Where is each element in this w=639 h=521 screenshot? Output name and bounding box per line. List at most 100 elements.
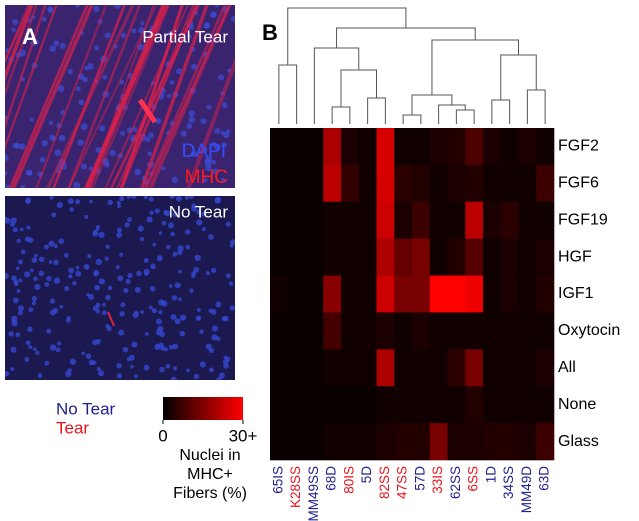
nucleus (58, 134, 66, 142)
nucleus (53, 277, 61, 284)
nucleus (211, 267, 217, 273)
nucleus (55, 347, 61, 353)
nucleus (154, 117, 162, 124)
nucleus (107, 199, 113, 206)
nucleus (211, 159, 217, 165)
heatmap-cell (323, 312, 342, 350)
nucleus (98, 278, 106, 285)
nucleus (166, 244, 171, 250)
nucleus (131, 341, 138, 348)
nucleus (196, 307, 201, 312)
nucleus (48, 120, 54, 126)
nucleus (132, 126, 138, 132)
fiber (107, 311, 115, 327)
nucleus (205, 271, 211, 276)
nucleus (25, 169, 33, 176)
nucleus (49, 298, 55, 304)
nucleus (163, 347, 168, 352)
nucleus (58, 238, 65, 244)
nucleus (29, 117, 34, 122)
nucleus (46, 328, 52, 334)
heatmap-cell (341, 349, 360, 387)
nucleus (175, 196, 182, 202)
heatmap-cell (323, 238, 342, 276)
nucleus (199, 329, 204, 335)
nucleus (30, 268, 34, 273)
nucleus (109, 149, 116, 156)
nucleus (147, 151, 153, 157)
nucleus (33, 253, 38, 258)
heatmap-cell (394, 386, 413, 424)
fiber (67, 5, 158, 188)
nucleus (77, 139, 84, 146)
nucleus (214, 128, 221, 134)
nucleus (47, 6, 53, 13)
column-label: 1D (483, 466, 498, 484)
nucleus (191, 63, 198, 70)
nucleus (229, 305, 235, 311)
heatmap-cell (429, 275, 448, 313)
nucleus (206, 104, 212, 110)
nucleus (117, 204, 121, 209)
nucleus (89, 199, 93, 204)
nucleus (104, 161, 110, 168)
nucleus (8, 331, 14, 337)
nucleus (101, 310, 107, 316)
nucleus (201, 211, 207, 217)
nucleus (50, 309, 56, 316)
nucleus (171, 176, 178, 183)
nucleus (92, 305, 99, 312)
nucleus (210, 11, 217, 18)
heatmap-cell (483, 201, 502, 239)
heatmap-cell (358, 423, 377, 461)
fiber (119, 5, 184, 188)
nucleus (93, 271, 98, 277)
nucleus (172, 366, 178, 371)
heatmap-cell (305, 238, 324, 276)
row-label: IGF1 (558, 285, 594, 302)
heatmap-cell (518, 128, 537, 166)
nucleus (12, 143, 18, 149)
heatmap-cell (429, 164, 448, 203)
dendrogram-link (526, 89, 546, 124)
heatmap-cell (287, 275, 306, 313)
heatmap-cell (323, 128, 342, 166)
nucleus (16, 238, 21, 243)
heatmap-cell (500, 423, 519, 461)
nucleus (98, 231, 105, 239)
heatmap-cell (376, 128, 395, 166)
nucleus (193, 266, 200, 273)
nucleus (185, 229, 191, 235)
nucleus (85, 353, 92, 360)
nucleus (188, 110, 195, 117)
nucleus (84, 65, 89, 71)
nucleus (51, 212, 57, 218)
heatmap-cell (536, 164, 555, 203)
nucleus (38, 256, 45, 263)
heatmap-cell (412, 128, 431, 166)
heatmap-cell (447, 312, 466, 350)
nucleus (149, 285, 156, 292)
heatmap-cell (305, 164, 324, 203)
heatmap-cell (465, 128, 484, 166)
heatmap-cell (536, 349, 555, 387)
nucleus (15, 332, 21, 338)
heatmap-cell (465, 386, 484, 424)
heatmap-cell (536, 275, 555, 313)
nucleus (214, 144, 221, 151)
heatmap-cell (518, 312, 537, 350)
heatmap-cell (341, 164, 360, 203)
nucleus (88, 166, 94, 171)
nucleus (18, 278, 23, 283)
nucleus (96, 367, 101, 372)
nucleus (18, 259, 23, 265)
fiber (5, 5, 32, 64)
fiber (5, 5, 34, 82)
nucleus (56, 201, 63, 209)
nucleus (184, 196, 189, 200)
nucleus (199, 361, 207, 368)
nucleus (169, 196, 174, 199)
heatmap-cell (518, 423, 537, 461)
nucleus (214, 5, 220, 8)
heatmap-cell (412, 238, 431, 276)
